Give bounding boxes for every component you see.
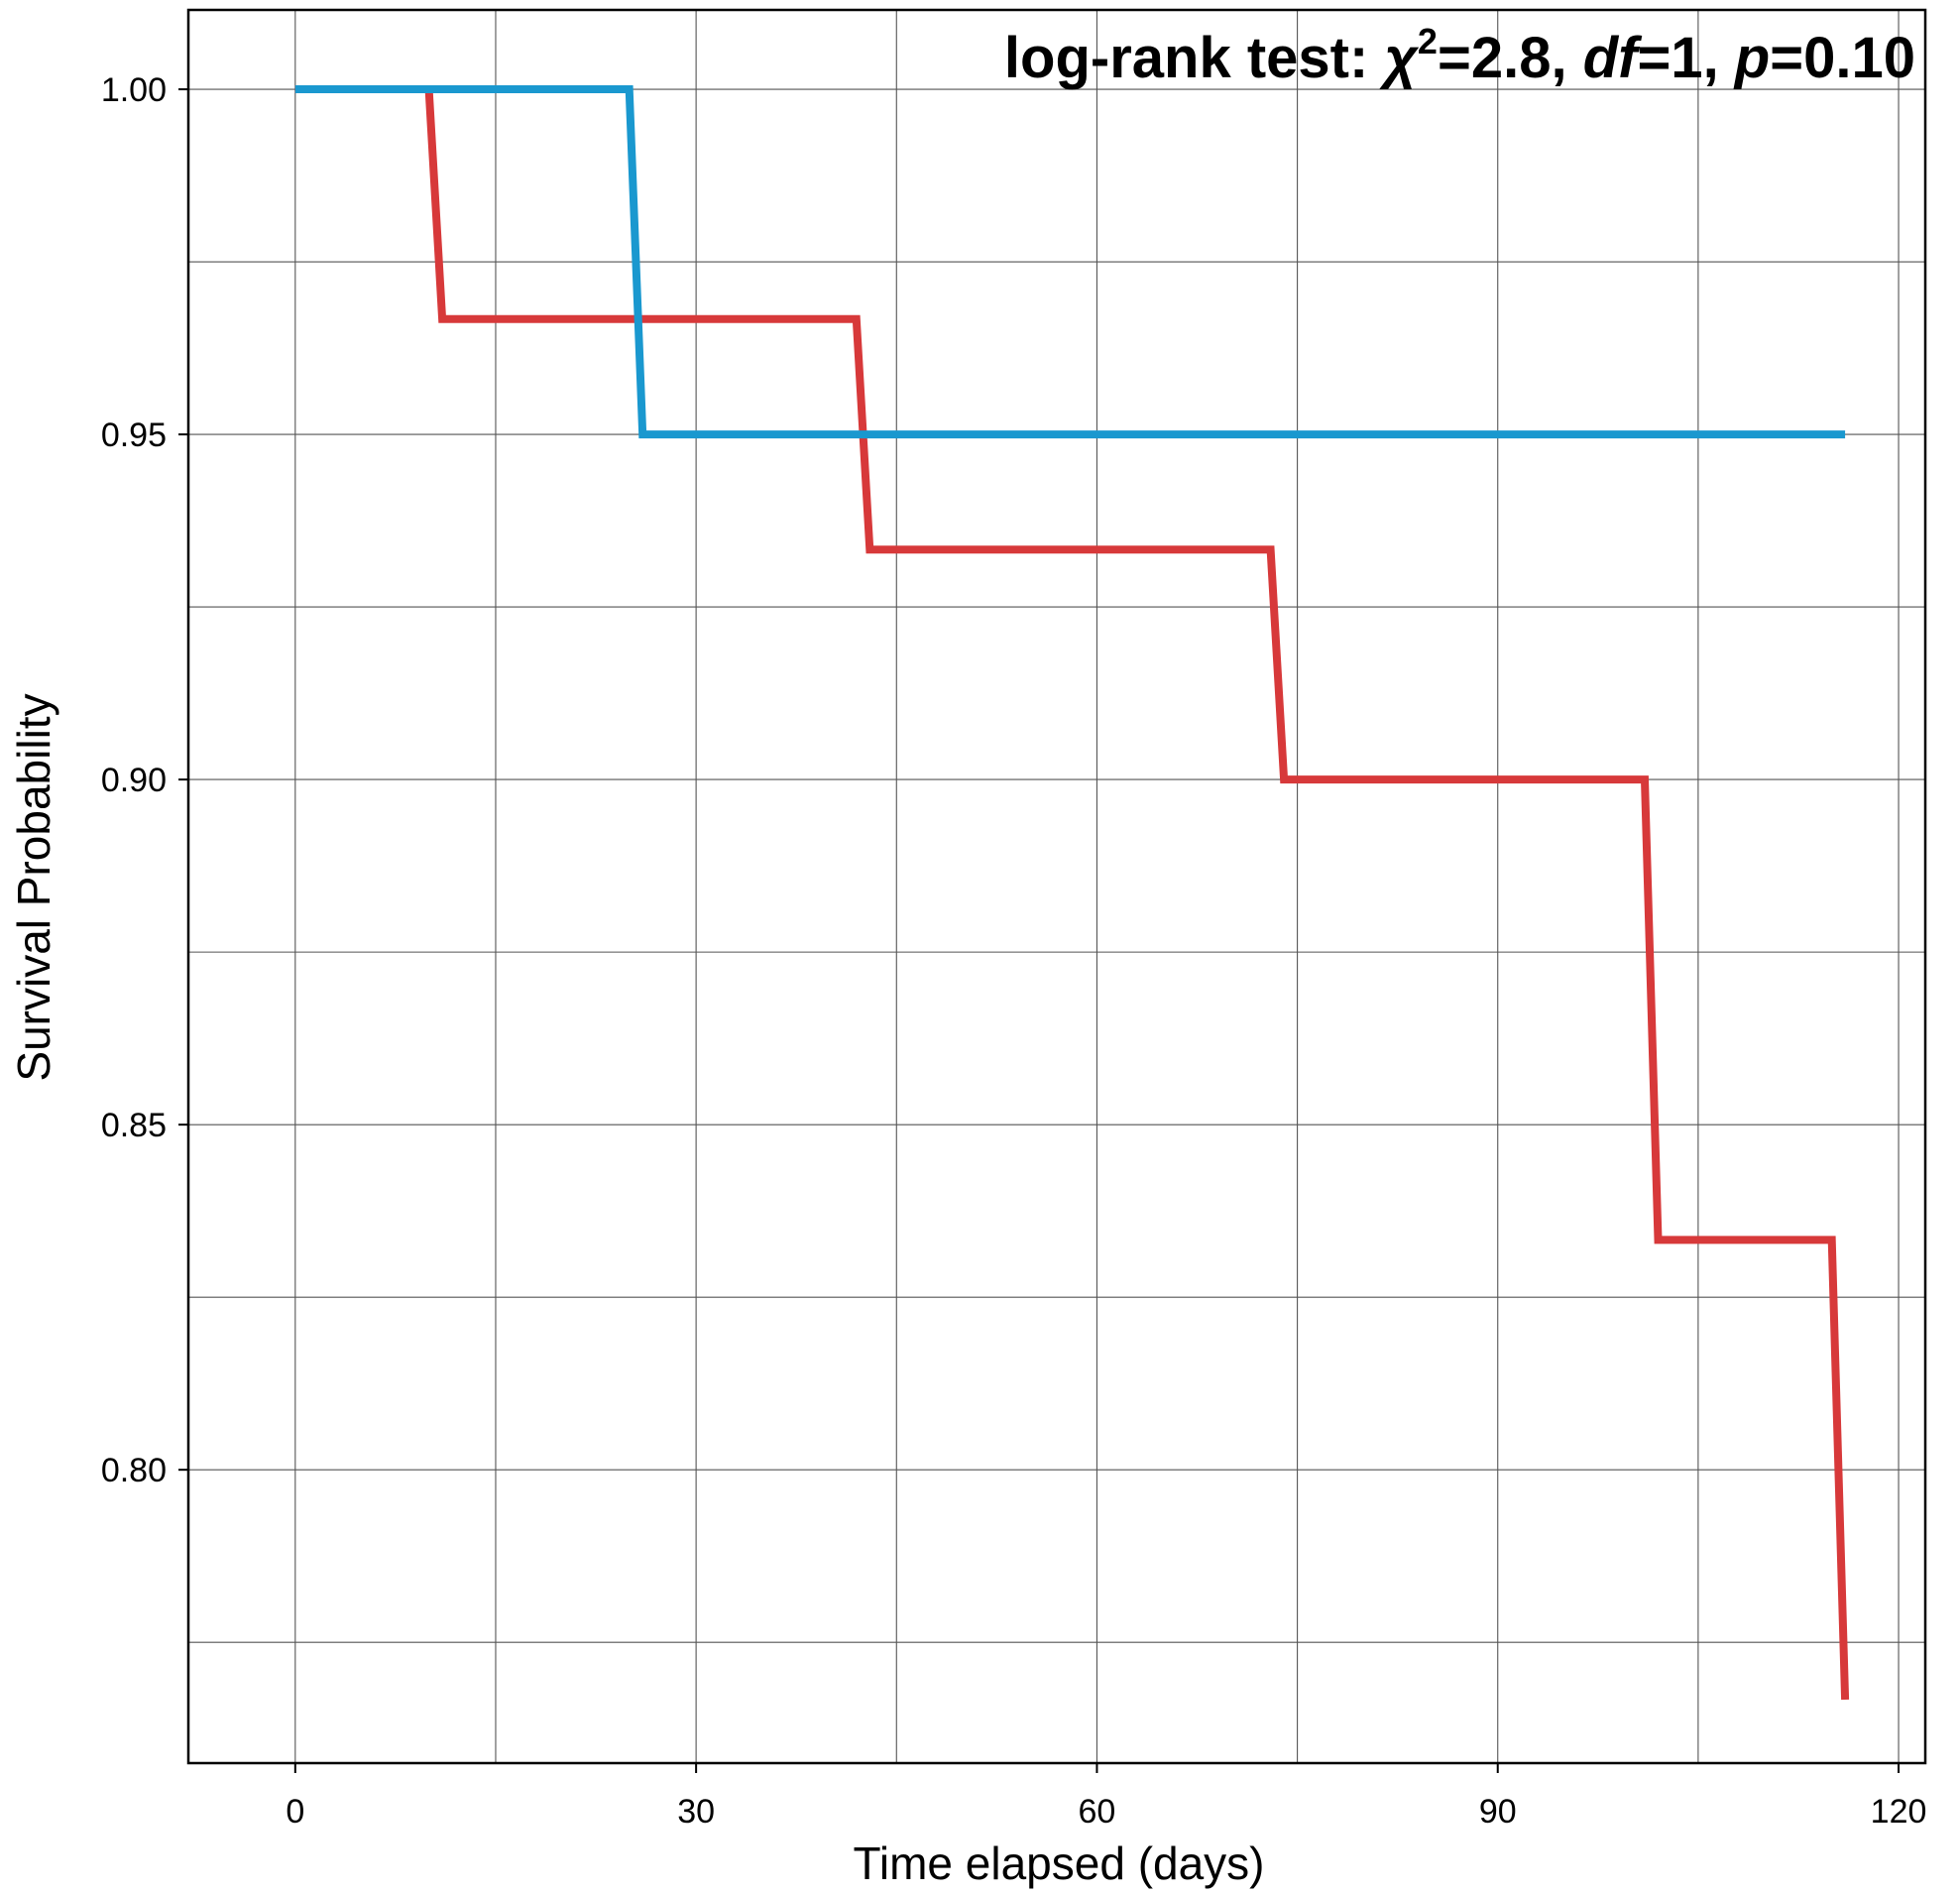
y-tick-label: 0.85 [101, 1107, 167, 1144]
x-axis-title: Time elapsed (days) [853, 1837, 1264, 1889]
grid-lines [188, 10, 1925, 1763]
annotation-chi: χ [1378, 26, 1419, 90]
log-rank-annotation: log-rank test: χ2=2.8, df=1, p=0.10 [1004, 21, 1915, 90]
x-axis-ticks: 0 30 60 90 120 [286, 1763, 1926, 1831]
annotation-chi-value: =2.8, [1438, 26, 1583, 90]
y-axis-ticks: 0.80 0.85 0.90 0.95 1.00 [101, 71, 188, 1489]
series-layer [294, 85, 1850, 1701]
x-tick-label: 120 [1871, 1793, 1927, 1831]
x-tick-label: 60 [1079, 1793, 1116, 1831]
y-tick-label: 0.95 [101, 416, 167, 454]
y-tick-label: 0.80 [101, 1452, 167, 1489]
annotation-df-label: df [1583, 26, 1643, 90]
x-tick-label: 90 [1479, 1793, 1517, 1831]
annotation-df-value: =1, [1637, 26, 1734, 90]
x-tick-label: 30 [677, 1793, 715, 1831]
series-line-2 [294, 85, 1846, 439]
plot-frame [186, 8, 1927, 1765]
y-axis-title: Survival Probability [8, 693, 59, 1081]
y-tick-label: 1.00 [101, 71, 167, 109]
y-tick-label: 0.90 [101, 762, 167, 799]
annotation-prefix: log-rank test: [1004, 26, 1385, 90]
annotation-chi-superscript: 2 [1418, 21, 1438, 61]
x-tick-label: 0 [286, 1793, 304, 1831]
series-line-1 [294, 85, 1850, 1701]
annotation-p-value: =0.10 [1770, 26, 1915, 90]
annotation-p-label: p [1733, 26, 1770, 90]
